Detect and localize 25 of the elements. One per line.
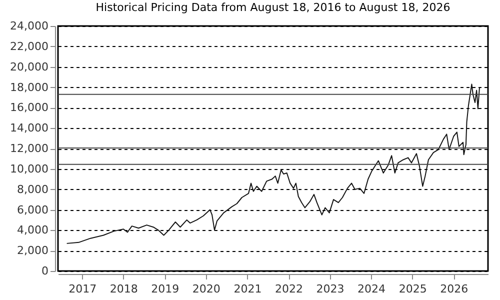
y-tick-label: 8,000 [17,182,48,196]
y-tick-label: 14,000 [10,122,48,135]
x-tick-label: 2026 [440,282,468,296]
y-tick-label: 0 [42,264,48,278]
y-tick-label: 2,000 [17,244,48,258]
y-tick-label: 10,000 [10,162,48,176]
y-tick-label: 6,000 [17,203,48,216]
y-tick-label: 4,000 [17,224,48,237]
chart-title: Historical Pricing Data from August 18, 2016 to August 18, 2026 [96,1,450,14]
y-tick-label: 16,000 [10,101,48,114]
x-tick-label: 2025 [398,282,427,296]
x-tick-label: 2022 [275,282,304,296]
y-tick-label: 18,000 [10,80,48,94]
x-tick-label: 2018 [110,282,138,296]
y-tick-label: 22,000 [10,40,48,53]
x-tick-label: 2017 [68,282,97,296]
x-tick-label: 2020 [192,282,220,296]
y-tick-label: 12,000 [10,142,48,155]
y-tick-label: 24,000 [10,20,48,32]
line-series [66,84,480,244]
x-tick-label: 2024 [358,282,386,296]
x-tick-label: 2021 [234,282,262,296]
y-tick-label: 20,000 [10,60,48,74]
x-tick-label: 2023 [316,282,344,296]
x-tick-label: 2019 [151,282,180,296]
